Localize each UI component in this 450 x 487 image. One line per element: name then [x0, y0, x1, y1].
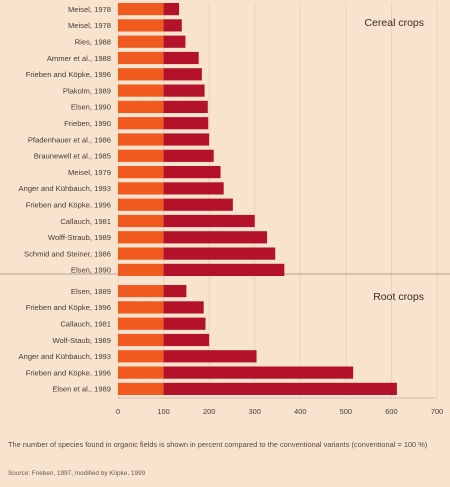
category-label: Callauch, 1981	[60, 217, 111, 226]
bar-value	[163, 350, 257, 363]
bar-value	[163, 100, 208, 113]
category-label: Ammer et al., 1988	[47, 54, 111, 63]
category-label: Wolff-Straub, 1989	[48, 233, 111, 242]
category-label: Ries, 1988	[75, 38, 111, 47]
bar-baseline	[118, 3, 164, 16]
bar-value	[163, 35, 186, 48]
category-label: Frieben and Köpke, 1996	[26, 368, 111, 377]
category-label: Elsen, 1889	[71, 287, 111, 296]
bar-value	[163, 182, 224, 195]
bar-value	[163, 166, 221, 179]
bar-baseline	[118, 247, 164, 260]
category-label: Anger and Kühbauch, 1993	[19, 184, 111, 193]
source-note: Source: Frieben, 1997, modified by Köpke…	[8, 470, 146, 477]
panel-title-root: Root crops	[373, 291, 424, 303]
bar-baseline	[118, 317, 164, 330]
bar-baseline	[118, 84, 164, 97]
bar-baseline	[118, 285, 164, 298]
category-label: Meisel, 1979	[68, 168, 111, 177]
category-label: Elsen, 1990	[71, 266, 111, 275]
bar-value	[163, 68, 202, 81]
bar-value	[163, 133, 210, 146]
x-tick-label: 100	[157, 407, 169, 416]
bar-value	[163, 285, 187, 298]
category-label: Plakolm, 1989	[63, 86, 111, 95]
bar-baseline	[118, 166, 164, 179]
bar-baseline	[118, 19, 164, 32]
bar-baseline	[118, 301, 164, 314]
category-label: Meisel, 1978	[68, 5, 111, 14]
bar-value	[163, 317, 206, 330]
category-label: Schmid and Steiner, 1986	[24, 249, 111, 258]
category-label: Elsen, 1990	[71, 103, 111, 112]
panel-title-cereal: Cereal crops	[364, 17, 424, 29]
bar-baseline	[118, 198, 164, 211]
bar-value	[163, 117, 209, 130]
bar-value	[163, 382, 397, 395]
category-label: Frieben and Köpke, 1996	[26, 303, 111, 312]
bar-value	[163, 214, 255, 228]
bar-baseline	[118, 366, 164, 379]
bar-baseline	[118, 350, 164, 363]
category-label: Meisel, 1978	[68, 21, 111, 30]
x-tick-label: 200	[203, 407, 215, 416]
x-tick-label: 0	[116, 407, 120, 416]
bar-baseline	[118, 214, 164, 228]
x-tick-label: 700	[431, 407, 443, 416]
bar-baseline	[118, 51, 164, 65]
bar-baseline	[118, 333, 164, 347]
x-tick-label: 600	[385, 407, 397, 416]
bar-value	[163, 3, 180, 16]
bar-baseline	[118, 263, 164, 276]
category-label: Braunewell et al., 1985	[34, 152, 111, 161]
category-label: Frieben and Köpke, 1996	[26, 201, 111, 210]
bar-baseline	[118, 68, 164, 81]
bar-value	[163, 51, 199, 65]
category-label: Frieben and Köpke, 1996	[26, 70, 111, 79]
x-tick-label: 500	[340, 407, 352, 416]
bar-value	[163, 19, 182, 32]
bar-baseline	[118, 35, 164, 48]
bar-baseline	[118, 117, 164, 130]
bar-value	[163, 84, 205, 97]
bar-value	[163, 247, 276, 260]
bar-baseline	[118, 100, 164, 113]
chart: Cereal crops Meisel, 1978 Meisel, 1978 Ries…	[0, 3, 450, 416]
bar-baseline	[118, 133, 164, 146]
bar-baseline	[118, 149, 164, 162]
category-label: Wolf-Staub, 1989	[52, 336, 111, 345]
bar-value	[163, 263, 285, 276]
category-label: Callauch, 1981	[60, 320, 111, 329]
bar-baseline	[118, 182, 164, 195]
bar-value	[163, 149, 214, 162]
category-label: Elsen et al., 1989	[52, 385, 111, 394]
bar-value	[163, 198, 233, 211]
bar-value	[163, 301, 204, 314]
bar-value	[163, 366, 354, 379]
chart-caption: The number of species found in organic f…	[8, 440, 428, 449]
x-tick-label: 400	[294, 407, 306, 416]
category-label: Frieben, 1990	[64, 119, 111, 128]
bar-baseline	[118, 382, 164, 395]
bar-value	[163, 333, 210, 347]
category-label: Pfadenhauer et al., 1986	[28, 135, 111, 144]
bar-baseline	[118, 231, 164, 244]
x-tick-label: 300	[249, 407, 261, 416]
bar-value	[163, 231, 268, 244]
category-label: Anger and Kühbauch, 1993	[19, 352, 111, 361]
